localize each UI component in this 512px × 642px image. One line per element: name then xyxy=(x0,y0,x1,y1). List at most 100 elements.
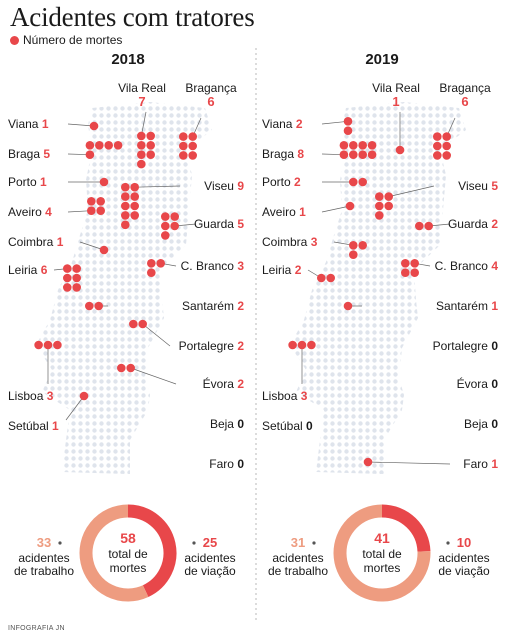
death-dot-viana-2 xyxy=(343,126,353,135)
district-label-beja: Beja 0 xyxy=(464,417,498,431)
death-dot-vila-real-1 xyxy=(395,145,405,155)
death-dot-braga-4 xyxy=(113,141,123,150)
district-lisboa: Lisboa 3 xyxy=(262,340,316,403)
legend: Número de mortes xyxy=(10,33,122,47)
donut-slice-acidentes-de-viacao xyxy=(381,504,431,552)
district-evora: Évora 2 xyxy=(117,363,244,391)
district-label-porto: Porto 2 xyxy=(262,175,301,189)
leader-line-evora xyxy=(130,367,177,385)
death-dot-braganca-4 xyxy=(188,141,197,151)
leader-line-viseu xyxy=(134,185,181,188)
death-dot-guarda-2 xyxy=(424,221,434,231)
district-name-faro: Faro xyxy=(209,457,237,471)
district-leiria: Leiria 6 xyxy=(8,263,81,292)
donut-value-acidentes-de-viacao: 25 xyxy=(203,535,217,550)
death-dot-vila-real-3 xyxy=(137,141,146,150)
district-name-beja: Beja xyxy=(210,417,237,431)
district-name-guarda: Guarda xyxy=(194,217,237,231)
death-dot-coimbra-1 xyxy=(349,241,358,250)
district-label-faro: Faro 0 xyxy=(209,457,244,471)
death-dot-c-branco-1 xyxy=(147,259,156,268)
death-dot-braganca-2 xyxy=(442,132,452,141)
death-dot-braganca-6 xyxy=(188,151,197,160)
district-value-evora: 0 xyxy=(491,377,498,391)
district-label-santarem: Santarém 2 xyxy=(182,299,244,313)
district-label-braga: Braga 5 xyxy=(8,147,50,161)
district-value-vila-real: 1 xyxy=(392,94,399,109)
district-label-aveiro: Aveiro 4 xyxy=(8,205,52,219)
district-viseu: Viseu 5 xyxy=(375,179,498,220)
district-value-c-branco: 3 xyxy=(237,259,244,273)
district-name-setubal: Setúbal xyxy=(262,419,306,433)
donut-total-value: 58 xyxy=(120,530,136,546)
leader-line-viana xyxy=(321,120,349,125)
donut-pointer-dot xyxy=(446,541,450,545)
district-name-portalegre: Portalegre xyxy=(433,339,492,353)
district-name-porto: Porto xyxy=(8,175,40,189)
donut-label-acidentes-de-trabalho: acidentes de trabalho xyxy=(268,551,328,578)
death-dot-c-branco-4 xyxy=(410,268,420,278)
credit: INFOGRAFIA JN xyxy=(8,625,65,632)
death-dot-santarem-1 xyxy=(85,301,94,311)
death-dot-braganca-5 xyxy=(433,151,442,160)
donut-label-acidentes-de-viacao: acidentes de viação xyxy=(184,551,236,578)
district-c-branco: C. Branco 3 xyxy=(147,259,244,278)
district-label-viana: Viana 2 xyxy=(262,117,303,131)
death-dot-setubal-1 xyxy=(79,391,89,401)
donut-pointer-dot xyxy=(312,541,316,545)
district-value-leiria: 2 xyxy=(295,263,302,277)
death-dot-vila-real-6 xyxy=(146,150,155,159)
district-label-viseu: Viseu 9 xyxy=(204,179,244,193)
district-viseu: Viseu 9 xyxy=(121,179,244,230)
page-title: Acidentes com tratores xyxy=(10,2,255,32)
district-label-vila-real: Vila Real xyxy=(372,81,420,95)
district-name-vila-real: Vila Real xyxy=(372,81,420,95)
district-name-braganca: Bragança xyxy=(185,81,237,95)
district-value-braganca: 6 xyxy=(207,94,214,109)
district-name-vila-real: Vila Real xyxy=(118,81,166,95)
death-dot-viseu-2 xyxy=(384,192,394,201)
death-dot-braga-3 xyxy=(358,141,368,150)
district-name-santarem: Santarém xyxy=(182,299,237,313)
district-name-viana: Viana xyxy=(262,117,296,131)
donut-slice-acidentes-de-trabalho xyxy=(79,504,149,602)
district-value-porto: 2 xyxy=(294,175,301,189)
donut-total-value: 41 xyxy=(374,530,390,546)
district-label-viana: Viana 1 xyxy=(8,117,49,131)
district-name-evora: Évora xyxy=(457,376,492,391)
death-dot-portalegre-1 xyxy=(129,319,138,329)
district-value-viana: 2 xyxy=(296,117,303,131)
country-map xyxy=(290,102,466,474)
district-label-evora: Évora 0 xyxy=(457,376,499,391)
district-porto: Porto 1 xyxy=(8,175,109,189)
death-dot-viseu-8 xyxy=(130,211,139,220)
district-leiria: Leiria 2 xyxy=(262,263,336,283)
death-dot-braga-5 xyxy=(85,150,95,159)
district-value-portalegre: 0 xyxy=(491,339,498,353)
death-dot-braga-1 xyxy=(339,141,349,150)
death-dot-braganca-3 xyxy=(179,141,188,151)
death-dot-coimbra-2 xyxy=(358,241,368,250)
death-dot-leiria-2 xyxy=(326,273,336,283)
district-name-aveiro: Aveiro xyxy=(262,205,299,219)
district-name-c-branco: C. Branco xyxy=(181,259,238,273)
death-dot-braganca-2 xyxy=(188,132,197,141)
death-dot-vila-real-4 xyxy=(146,141,155,150)
district-name-evora: Évora xyxy=(203,376,238,391)
district-label-c-branco: C. Branco 4 xyxy=(435,259,499,273)
district-value-braga: 8 xyxy=(297,147,304,161)
district-evora: Évora 0 xyxy=(457,376,499,391)
district-value-setubal: 0 xyxy=(306,419,313,433)
district-name-c-branco: C. Branco xyxy=(435,259,492,273)
district-name-santarem: Santarém xyxy=(436,299,491,313)
district-label-braganca: Bragança xyxy=(439,81,491,95)
district-label-setubal: Setúbal 0 xyxy=(262,419,313,433)
death-dot-porto-2 xyxy=(358,177,368,187)
district-porto: Porto 2 xyxy=(262,175,368,189)
district-label-aveiro: Aveiro 1 xyxy=(262,205,306,219)
district-label-viseu: Viseu 5 xyxy=(458,179,498,193)
death-dot-braga-4 xyxy=(367,141,377,150)
death-dot-braga-3 xyxy=(104,141,113,150)
